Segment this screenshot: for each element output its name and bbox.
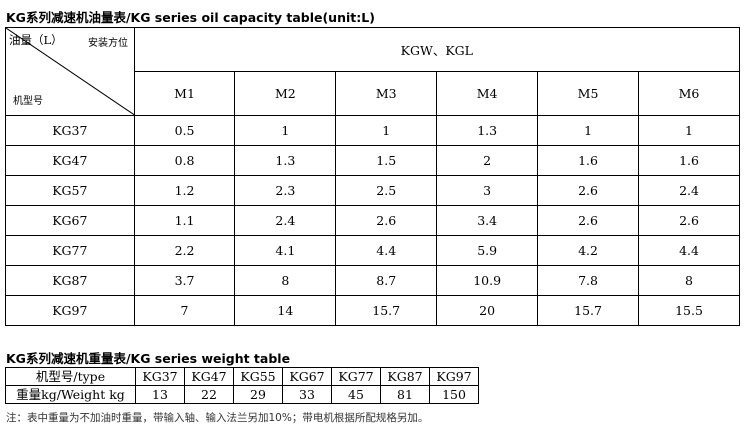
oil-table-title: KG系列减速机油量表/KG series oil capacity table(… — [6, 10, 375, 25]
weight-table-title: KG系列减速机重量表/KG series weight table — [6, 351, 291, 366]
oil-value-cell: 15.5 — [638, 295, 740, 326]
oil-value-cell: 0.5 — [133, 115, 236, 146]
model-cell: KG57 — [5, 175, 135, 206]
column-header-m6: M6 — [638, 71, 740, 116]
corner-cell: 油量（L） 安装方位 机型号 — [5, 27, 136, 116]
model-cell: KG97 — [5, 295, 135, 326]
oil-value-cell: 1 — [638, 115, 740, 146]
corner-diagonal — [6, 28, 136, 116]
oil-value-cell: 1.3 — [234, 145, 337, 176]
weight-cell: 81 — [380, 385, 430, 404]
weight-cell: 13 — [135, 385, 185, 404]
type-cell: KG55 — [233, 367, 283, 386]
oil-value-cell: 4.1 — [234, 235, 337, 266]
type-cell: KG97 — [429, 367, 479, 386]
weight-cell: 45 — [331, 385, 381, 404]
oil-value-cell: 0.8 — [133, 145, 236, 176]
oil-value-cell: 1 — [335, 115, 438, 146]
type-cell: KG47 — [184, 367, 234, 386]
table-row: KG47 0.8 1.3 1.5 2 1.6 1.6 — [5, 145, 740, 176]
oil-value-cell: 2 — [436, 145, 539, 176]
footnote: 注：表中重量为不加油时重量，带输入轴、输入法兰另加10%；带电机根据所配规格另加… — [6, 412, 429, 424]
oil-value-cell: 2.6 — [638, 205, 740, 236]
oil-value-cell: 15.7 — [335, 295, 438, 326]
model-cell: KG67 — [5, 205, 135, 236]
oil-value-cell: 2.4 — [638, 175, 740, 206]
oil-value-cell: 2.6 — [537, 175, 640, 206]
oil-value-cell: 5.9 — [436, 235, 539, 266]
oil-value-cell: 8 — [638, 265, 740, 296]
weight-cell: 33 — [282, 385, 332, 404]
oil-value-cell: 15.7 — [537, 295, 640, 326]
oil-value-cell: 8.7 — [335, 265, 438, 296]
column-header-m2: M2 — [234, 71, 337, 116]
oil-value-cell: 2.6 — [335, 205, 438, 236]
oil-value-cell: 1.6 — [537, 145, 640, 176]
column-header-m4: M4 — [436, 71, 539, 116]
table-row: KG37 0.5 1 1 1.3 1 1 — [5, 115, 740, 146]
type-cell: KG67 — [282, 367, 332, 386]
oil-value-cell: 4.2 — [537, 235, 640, 266]
oil-value-cell: 2.5 — [335, 175, 438, 206]
weight-cell: 22 — [184, 385, 234, 404]
oil-value-cell: 2.3 — [234, 175, 337, 206]
column-header-m3: M3 — [335, 71, 438, 116]
oil-value-cell: 10.9 — [436, 265, 539, 296]
oil-value-cell: 3.7 — [133, 265, 236, 296]
oil-value-cell: 4.4 — [335, 235, 438, 266]
model-cell: KG77 — [5, 235, 135, 266]
type-cell: KG37 — [135, 367, 185, 386]
oil-table-header-row: 油量（L） 安装方位 机型号 KGW、KGL — [5, 27, 741, 116]
oil-value-cell: 14 — [234, 295, 337, 326]
table-row: KG97 7 14 15.7 20 15.7 15.5 — [5, 295, 740, 326]
corner-label-model: 机型号 — [13, 96, 43, 107]
oil-value-cell: 2.6 — [537, 205, 640, 236]
model-cell: KG47 — [5, 145, 135, 176]
table-row: KG77 2.2 4.1 4.4 5.9 4.2 4.4 — [5, 235, 740, 266]
oil-value-cell: 1.3 — [436, 115, 539, 146]
table-row: KG57 1.2 2.3 2.5 3 2.6 2.4 — [5, 175, 740, 206]
table-row: KG67 1.1 2.4 2.6 3.4 2.6 2.6 — [5, 205, 740, 236]
oil-value-cell: 7 — [133, 295, 236, 326]
weight-type-row: 机型号/type KG37 KG47 KG55 KG67 KG77 KG87 KG97 — [5, 367, 479, 386]
weight-value-row: 重量kg/Weight kg 13 22 29 33 45 81 150 — [5, 385, 479, 404]
oil-capacity-table: 油量（L） 安装方位 机型号 KGW、KGL M1 M2 M3 M4 M5 M6 KG37… — [5, 27, 741, 326]
oil-value-cell: 1.2 — [133, 175, 236, 206]
type-cell: KG87 — [380, 367, 430, 386]
oil-value-cell: 1.6 — [638, 145, 740, 176]
weight-table: 机型号/type KG37 KG47 KG55 KG67 KG77 KG87 KG97 重量… — [5, 367, 479, 404]
corner-label-mounting: 安装方位 — [88, 38, 128, 49]
oil-value-cell: 2.4 — [234, 205, 337, 236]
corner-label-oil: 油量（L） — [9, 33, 63, 47]
oil-value-cell: 2.2 — [133, 235, 236, 266]
oil-value-cell: 3.4 — [436, 205, 539, 236]
oil-value-cell: 20 — [436, 295, 539, 326]
group-header: KGW、KGL — [133, 27, 741, 72]
type-cell: KG77 — [331, 367, 381, 386]
column-header-m5: M5 — [537, 71, 640, 116]
weight-cell: 29 — [233, 385, 283, 404]
weight-label: 重量kg/Weight kg — [5, 385, 136, 404]
oil-value-cell: 4.4 — [638, 235, 740, 266]
column-header-m1: M1 — [133, 71, 236, 116]
weight-cell: 150 — [429, 385, 479, 404]
oil-value-cell: 1 — [234, 115, 337, 146]
table-row: KG87 3.7 8 8.7 10.9 7.8 8 — [5, 265, 740, 296]
type-label: 机型号/type — [5, 367, 136, 386]
model-cell: KG37 — [5, 115, 135, 146]
oil-value-cell: 7.8 — [537, 265, 640, 296]
model-cell: KG87 — [5, 265, 135, 296]
oil-value-cell: 1 — [537, 115, 640, 146]
oil-value-cell: 8 — [234, 265, 337, 296]
oil-value-cell: 1.5 — [335, 145, 438, 176]
oil-value-cell: 3 — [436, 175, 539, 206]
oil-value-cell: 1.1 — [133, 205, 236, 236]
